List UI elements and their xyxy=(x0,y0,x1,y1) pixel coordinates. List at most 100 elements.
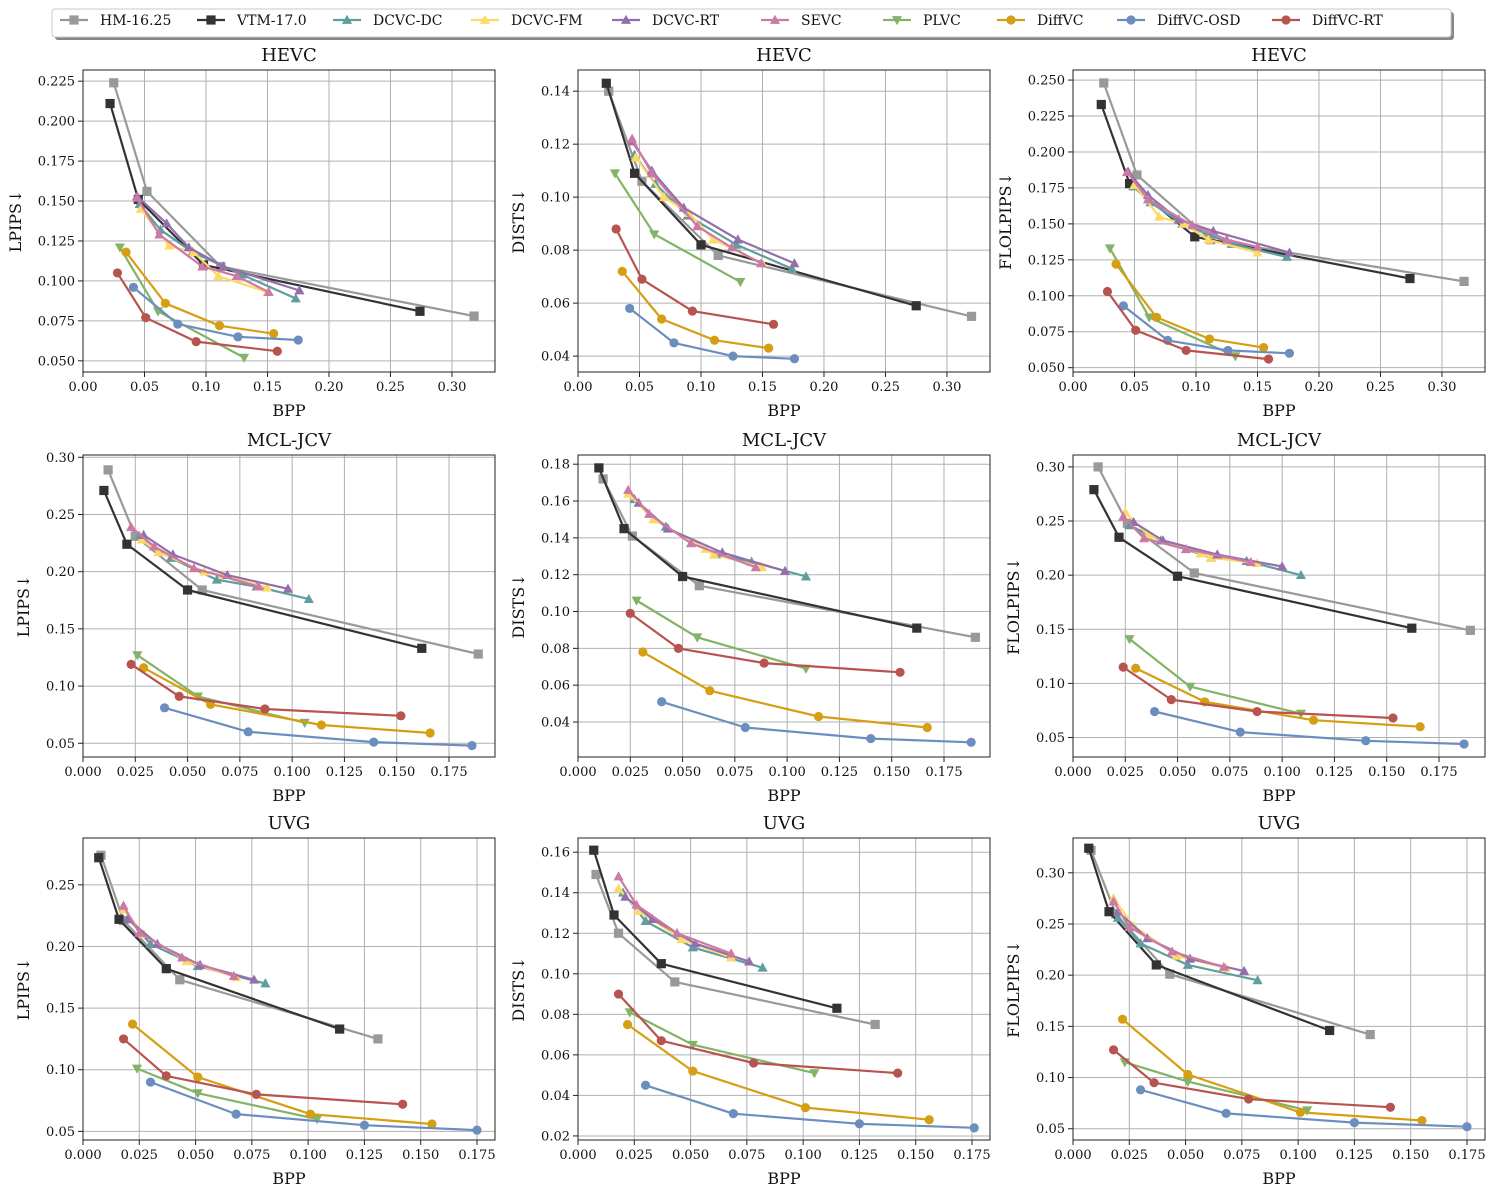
series-line xyxy=(1117,917,1258,982)
data-point xyxy=(1131,325,1141,335)
x-tick-label: 0.050 xyxy=(1167,1148,1204,1163)
data-point xyxy=(182,585,193,595)
data-point xyxy=(589,845,599,855)
data-point xyxy=(425,728,435,738)
series-line xyxy=(1121,1018,1423,1122)
data-point xyxy=(473,649,483,659)
x-tick-label: 0.025 xyxy=(117,765,154,780)
y-tick-label: 0.050 xyxy=(38,354,75,369)
data-point xyxy=(1388,713,1398,723)
data-point xyxy=(303,593,314,604)
data-point xyxy=(260,704,270,714)
x-tick-label: 0.000 xyxy=(559,1148,596,1163)
x-tick-label: 0.175 xyxy=(458,1148,495,1163)
y-tick-label: 0.12 xyxy=(541,927,570,942)
data-point xyxy=(160,298,170,308)
x-tick-label: 0.000 xyxy=(64,765,101,780)
y-tick-label: 0.12 xyxy=(541,138,570,153)
data-point xyxy=(218,261,229,271)
series-line xyxy=(102,490,423,650)
y-axis-label: FLOLPIPS↓ xyxy=(996,172,1015,270)
data-point xyxy=(1221,1108,1231,1118)
y-tick-label: 0.15 xyxy=(46,622,75,637)
data-point xyxy=(969,1123,979,1133)
data-point xyxy=(757,962,768,972)
y-tick-label: 0.18 xyxy=(541,458,570,473)
data-point xyxy=(924,1115,934,1125)
legend-marker xyxy=(1281,15,1291,25)
x-tick-label: 0.100 xyxy=(290,1148,327,1163)
x-tick-label: 0.100 xyxy=(785,1148,822,1163)
data-point xyxy=(154,229,165,239)
x-tick-label: 0.000 xyxy=(1054,1148,1091,1163)
series-vtm-17-0 xyxy=(105,98,425,316)
y-tick-label: 0.15 xyxy=(1036,1020,1065,1035)
y-tick-label: 0.04 xyxy=(541,716,570,731)
x-tick-label: 0.175 xyxy=(430,765,467,780)
data-point xyxy=(1089,485,1099,495)
legend-label: VTM-17.0 xyxy=(236,13,307,29)
y-axis-label: LPIPS↓ xyxy=(14,958,33,1021)
series-dcvc-fm xyxy=(613,883,737,962)
x-tick-label: 0.025 xyxy=(121,1148,158,1163)
y-tick-label: 0.175 xyxy=(38,155,75,170)
plot-title: HEVC xyxy=(261,45,317,66)
data-point xyxy=(417,643,427,653)
y-axis-label: LPIPS↓ xyxy=(6,190,25,253)
data-point xyxy=(1114,532,1124,542)
series-dcvc-fm xyxy=(118,904,242,982)
x-tick-label: 0.175 xyxy=(953,1148,990,1163)
data-point xyxy=(726,948,737,958)
x-tick-label: 0.050 xyxy=(1159,765,1196,780)
data-point xyxy=(1084,843,1094,853)
data-point xyxy=(145,938,156,948)
data-point xyxy=(233,332,243,342)
y-tick-label: 0.02 xyxy=(541,1129,570,1144)
x-tick-label: 0.05 xyxy=(1120,380,1149,395)
data-point xyxy=(1465,625,1475,635)
data-point xyxy=(1178,218,1189,228)
series-line xyxy=(642,651,928,729)
series-diffvc xyxy=(1117,1014,1427,1126)
y-tick-label: 0.14 xyxy=(541,531,570,546)
series-diffvc-rt xyxy=(118,1034,408,1109)
series-line xyxy=(1112,900,1225,969)
data-point xyxy=(193,1072,203,1082)
series-vtm-17-0 xyxy=(594,463,922,633)
data-point xyxy=(249,974,260,984)
x-axis-label: BPP xyxy=(1262,786,1296,805)
x-tick-label: 0.15 xyxy=(253,380,282,395)
series-line xyxy=(629,612,901,674)
x-tick-label: 0.175 xyxy=(925,765,962,780)
series-line xyxy=(122,908,237,979)
data-point xyxy=(609,169,620,179)
y-tick-label: 0.225 xyxy=(1028,110,1065,125)
data-point xyxy=(800,1102,810,1113)
data-point xyxy=(164,240,175,250)
y-tick-label: 0.08 xyxy=(541,244,570,259)
x-axis-label: BPP xyxy=(272,401,306,420)
data-point xyxy=(214,321,225,331)
data-point xyxy=(1415,722,1425,732)
data-point xyxy=(1118,301,1129,311)
data-point xyxy=(692,221,703,231)
data-point xyxy=(131,1064,143,1074)
x-tick-label: 0.05 xyxy=(625,380,654,395)
series-vtm-17-0 xyxy=(589,845,842,1013)
data-point xyxy=(1189,568,1199,578)
data-point xyxy=(696,240,706,250)
plot-title: MCL-JCV xyxy=(742,430,827,451)
data-point xyxy=(690,938,701,948)
data-point xyxy=(1180,543,1191,554)
data-point xyxy=(122,914,134,924)
data-point xyxy=(911,301,921,311)
data-point xyxy=(134,927,145,937)
data-point xyxy=(1112,912,1124,922)
data-point xyxy=(1108,1045,1119,1055)
series-line xyxy=(1115,263,1264,349)
y-tick-label: 0.10 xyxy=(541,605,570,620)
data-point xyxy=(114,243,125,253)
data-point xyxy=(735,278,746,288)
data-point xyxy=(373,1034,383,1044)
data-point xyxy=(239,353,250,363)
